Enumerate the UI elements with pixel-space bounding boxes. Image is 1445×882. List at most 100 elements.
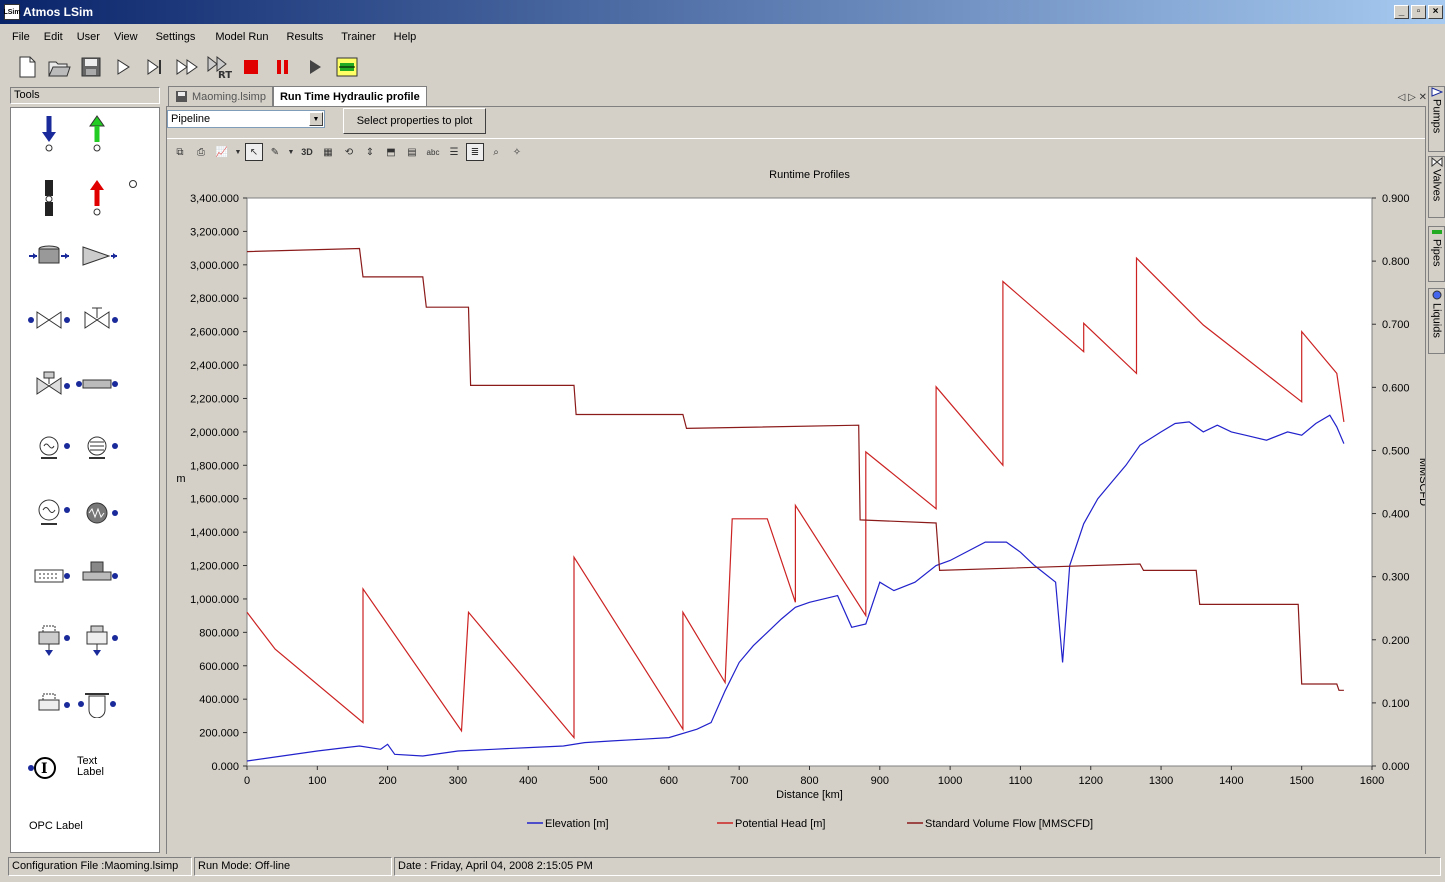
open-folder-icon[interactable] <box>46 54 72 80</box>
menu-model-run[interactable]: Model Run <box>215 31 269 43</box>
text-label-tool[interactable]: Text Label <box>77 755 104 778</box>
play-icon[interactable] <box>302 54 328 80</box>
scraper-tool-icon[interactable] <box>27 692 71 716</box>
menu-trainer[interactable]: Trainer <box>341 31 376 43</box>
x-tick-label: 1600 <box>1360 775 1384 787</box>
flange-tool-icon[interactable] <box>75 690 119 718</box>
menu-settings[interactable]: Settings <box>155 31 196 43</box>
legend-entry: Potential Head [m] <box>735 818 826 830</box>
line-chart-icon[interactable]: 📈 <box>215 146 229 158</box>
close-button[interactable]: × <box>1428 5 1443 19</box>
pipe-tool-icon[interactable] <box>75 374 119 394</box>
x-tick-label: 0 <box>244 775 250 787</box>
menu-file[interactable]: File <box>12 31 30 43</box>
x-tick-label: 1100 <box>1009 775 1033 787</box>
tank-tool-icon[interactable] <box>27 244 71 268</box>
app-icon: LSim <box>3 4 21 20</box>
side-tab-pipes[interactable]: Pipes <box>1428 226 1445 282</box>
valve-tool-icon[interactable] <box>27 308 71 332</box>
pump-tool-icon[interactable] <box>27 434 71 462</box>
grid-icon[interactable]: ▦ <box>323 146 333 158</box>
chevron-down-icon[interactable]: ▼ <box>287 148 295 156</box>
liquid-icon <box>1432 290 1441 300</box>
wizard-icon[interactable]: ✧ <box>512 146 522 158</box>
supply-tool-icon[interactable] <box>39 114 59 152</box>
copy-icon[interactable]: ⧉ <box>176 146 184 158</box>
pause-icon[interactable] <box>270 54 296 80</box>
print-icon[interactable]: ⎙ <box>197 146 205 158</box>
tab-nav-controls[interactable]: ◁ ▷ ✕ <box>1397 92 1427 103</box>
filter-tool-icon[interactable] <box>27 624 71 658</box>
labels-icon[interactable]: abc <box>426 147 440 157</box>
side-tab-valves[interactable]: Valves <box>1428 156 1445 218</box>
status-date: Date : Friday, April 04, 2008 2:15:05 PM <box>394 857 1441 876</box>
rotate-icon[interactable]: ⟲ <box>344 146 354 158</box>
menu-edit[interactable]: Edit <box>43 31 63 43</box>
menu-view[interactable]: View <box>113 31 138 43</box>
chevron-down-icon[interactable]: ▼ <box>309 112 323 126</box>
title-bar: LSim Atmos LSim _ ▫ × <box>0 0 1445 24</box>
legend-icon[interactable]: ≣ <box>466 143 484 161</box>
chart-title: Runtime Profiles <box>769 169 850 181</box>
tools-header: Tools <box>10 87 160 104</box>
tab-runtime-hydraulic-profile[interactable]: Run Time Hydraulic profile <box>272 86 427 106</box>
status-config-file: Configuration File :Maoming.lsimp <box>8 857 192 876</box>
export-icon[interactable]: ⬒ <box>386 146 396 158</box>
y-right-tick-label: 0.200 <box>1382 635 1410 647</box>
object-select-value: Pipeline <box>171 113 211 125</box>
menu-user[interactable]: User <box>76 31 100 43</box>
fast-forward-icon[interactable] <box>174 54 200 80</box>
regulator-tool-icon[interactable] <box>27 370 71 398</box>
side-tab-pipes-label: Pipes <box>1430 239 1443 267</box>
maximize-button[interactable]: ▫ <box>1411 5 1426 19</box>
realtime-run-icon[interactable]: RT <box>206 54 232 80</box>
play-outline-icon[interactable] <box>110 54 136 80</box>
control-valve-tool-icon[interactable] <box>75 304 119 332</box>
side-tab-liquids[interactable]: Liquids <box>1428 288 1445 354</box>
menu-help[interactable]: Help <box>393 31 417 43</box>
chart-settings-icon[interactable]: ▤ <box>407 146 417 158</box>
side-tab-pumps-label: Pumps <box>1430 99 1443 134</box>
motor-pump-tool-icon[interactable] <box>75 434 119 462</box>
node-tool-icon[interactable] <box>127 178 139 190</box>
tab-maoming[interactable]: Maoming.lsimp <box>168 86 273 106</box>
volume-flow-series-line <box>246 247 1344 691</box>
3d-icon[interactable]: 3D <box>301 147 313 157</box>
svg-text:I: I <box>41 761 48 777</box>
pointer-icon[interactable]: ↖ <box>245 143 263 161</box>
separator-tool-icon[interactable] <box>75 624 119 658</box>
delivery-tool-icon[interactable] <box>87 114 107 152</box>
minimize-button[interactable]: _ <box>1394 5 1409 19</box>
indicator-tool-icon[interactable]: I <box>27 754 57 782</box>
flip-icon[interactable]: ⇕ <box>365 146 375 158</box>
chevron-down-icon[interactable]: ▼ <box>234 148 242 156</box>
stop-icon[interactable] <box>238 54 264 80</box>
y-right-tick-label: 0.000 <box>1382 761 1410 773</box>
runtime-profiles-chart[interactable]: Runtime Profiles 0.000 200.000 400.000 600.0… <box>167 166 1425 854</box>
x-tick-label: 1500 <box>1289 775 1313 787</box>
side-tab-pumps[interactable]: Pumps <box>1428 86 1445 152</box>
meter-tool-icon[interactable] <box>27 564 71 588</box>
red-delivery-tool-icon[interactable] <box>87 178 107 216</box>
step-icon[interactable] <box>142 54 168 80</box>
pen-icon[interactable]: ✎ <box>270 146 280 158</box>
menu-results[interactable]: Results <box>286 31 324 43</box>
select-properties-button[interactable]: Select properties to plot <box>343 108 486 134</box>
heat-exchanger-tool-icon[interactable] <box>75 500 119 526</box>
opc-label-tool[interactable]: OPC Label <box>29 820 83 832</box>
network-view-icon[interactable] <box>334 54 360 80</box>
data-editor-icon[interactable]: ☰ <box>449 146 459 158</box>
y-left-tick-label: 600.000 <box>199 661 239 673</box>
new-file-icon[interactable] <box>14 54 40 80</box>
status-run-mode: Run Mode: Off-line <box>194 857 392 876</box>
check-valve-tool-icon[interactable] <box>39 178 59 218</box>
y-left-tick-label: 3,000.000 <box>190 260 239 272</box>
y-left-tick-label: 1,800.000 <box>190 460 239 472</box>
legend-entry: Elevation [m] <box>545 818 609 830</box>
zoom-icon[interactable]: ⌕ <box>493 146 499 158</box>
compressor-tool-icon[interactable] <box>75 244 119 268</box>
turbine-tool-icon[interactable] <box>27 498 71 528</box>
save-icon[interactable] <box>78 54 104 80</box>
junction-tool-icon[interactable] <box>75 560 119 588</box>
object-select[interactable]: Pipeline ▼ <box>167 110 325 128</box>
